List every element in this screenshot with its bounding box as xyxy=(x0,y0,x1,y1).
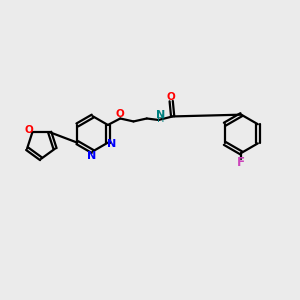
Text: H: H xyxy=(157,114,165,124)
Text: N: N xyxy=(107,139,117,149)
Text: O: O xyxy=(116,109,124,119)
Text: N: N xyxy=(156,110,166,120)
Text: F: F xyxy=(237,157,245,169)
Text: N: N xyxy=(87,151,97,161)
Text: O: O xyxy=(25,125,33,135)
Text: O: O xyxy=(167,92,176,102)
